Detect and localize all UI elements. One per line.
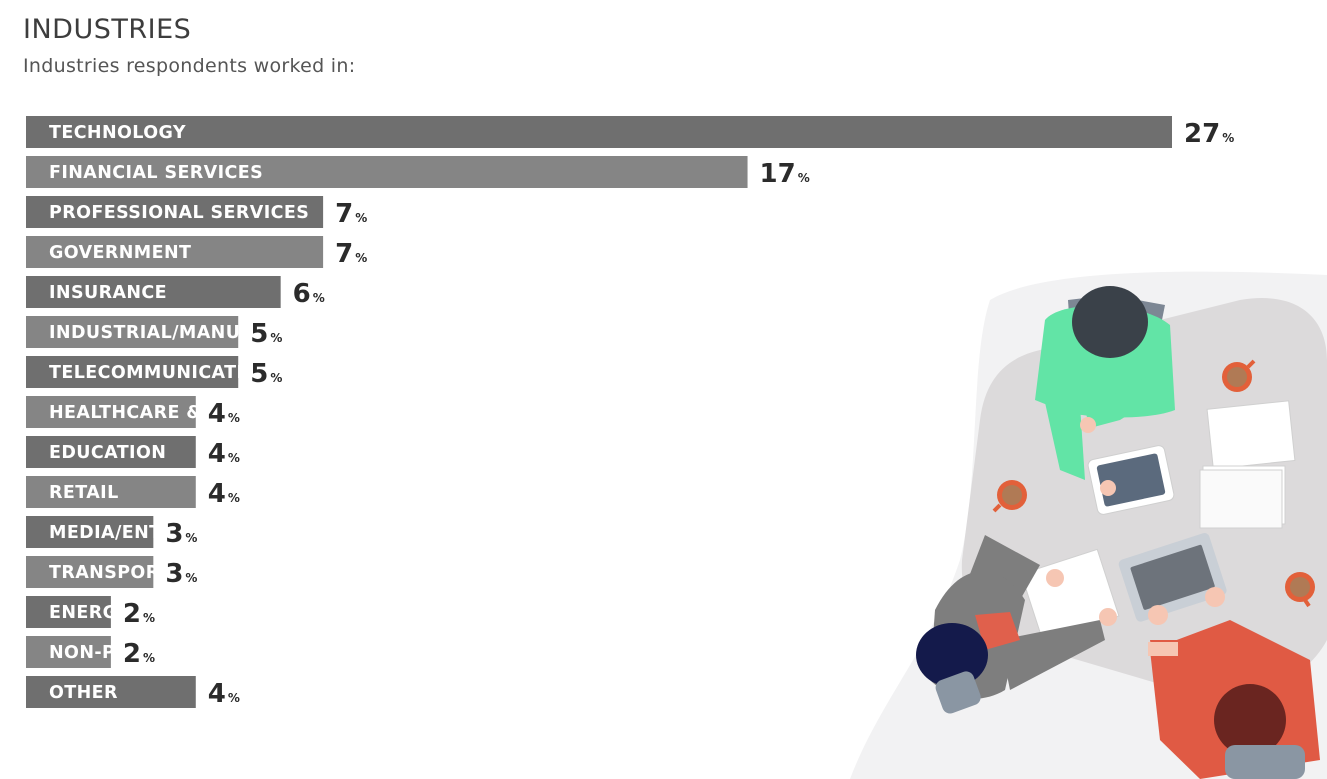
bar-value-label: 7% <box>335 239 367 269</box>
chart-subtitle: Industries respondents worked in: <box>23 55 356 77</box>
bar-category-label: TECHNOLOGY <box>49 123 186 143</box>
bar-category-label: INDUSTRIAL/MANUFACTURING <box>49 323 355 343</box>
bar-value-label: 4% <box>208 679 240 709</box>
bar-value-label: 4% <box>208 399 240 429</box>
bar-value-label: 2% <box>123 639 155 669</box>
bar-value-label: 4% <box>208 439 240 469</box>
bar-industrial-manufacturing <box>26 316 239 348</box>
bar-telecommunications <box>26 356 239 388</box>
bar-category-label: TRANSPORTATION <box>49 563 232 583</box>
bar-category-label: OTHER <box>49 683 118 703</box>
bar-value-label: 6% <box>293 279 325 309</box>
bar-non-profit <box>26 636 111 668</box>
bar-value-label: 7% <box>335 199 367 229</box>
bar-value-label: 2% <box>123 599 155 629</box>
bar-education <box>26 436 196 468</box>
bar-transportation <box>26 556 154 588</box>
bar-category-label: HEALTHCARE & PHARMACEUTICALS <box>49 403 408 423</box>
bar-insurance <box>26 276 281 308</box>
bar-category-label: EDUCATION <box>49 443 166 463</box>
bar-healthcare-pharmaceuticals <box>26 396 196 428</box>
bar-category-label: GOVERNMENT <box>49 243 191 263</box>
bar-government <box>26 236 324 268</box>
bar-value-label: 27% <box>1184 119 1234 149</box>
bar-value-label: 5% <box>250 319 282 349</box>
bar-value-label: 5% <box>250 359 282 389</box>
bar-category-label: RETAIL <box>49 483 119 503</box>
bar-category-label: MEDIA/ENTERTAINMENT <box>49 523 291 543</box>
bar-category-label: FINANCIAL SERVICES <box>49 163 263 183</box>
bar-category-label: ENERGY <box>49 603 130 623</box>
bar-energy <box>26 596 111 628</box>
bar-value-label: 3% <box>165 559 197 589</box>
bar-media-entertainment <box>26 516 154 548</box>
bar-category-label: PROFESSIONAL SERVICES <box>49 203 309 223</box>
bar-category-label: INSURANCE <box>49 283 167 303</box>
bar-category-label: TELECOMMUNICATIONS <box>49 363 287 383</box>
bar-value-label: 17% <box>760 159 810 189</box>
bar-retail <box>26 476 196 508</box>
bar-category-label: NON-PROFIT <box>49 643 176 663</box>
bar-technology <box>26 116 1172 148</box>
chart-title: INDUSTRIES <box>23 14 192 45</box>
bar-professional-services <box>26 196 324 228</box>
bar-value-label: 4% <box>208 479 240 509</box>
bar-value-label: 3% <box>165 519 197 549</box>
bar-other <box>26 676 196 708</box>
bar-financial-services <box>26 156 748 188</box>
